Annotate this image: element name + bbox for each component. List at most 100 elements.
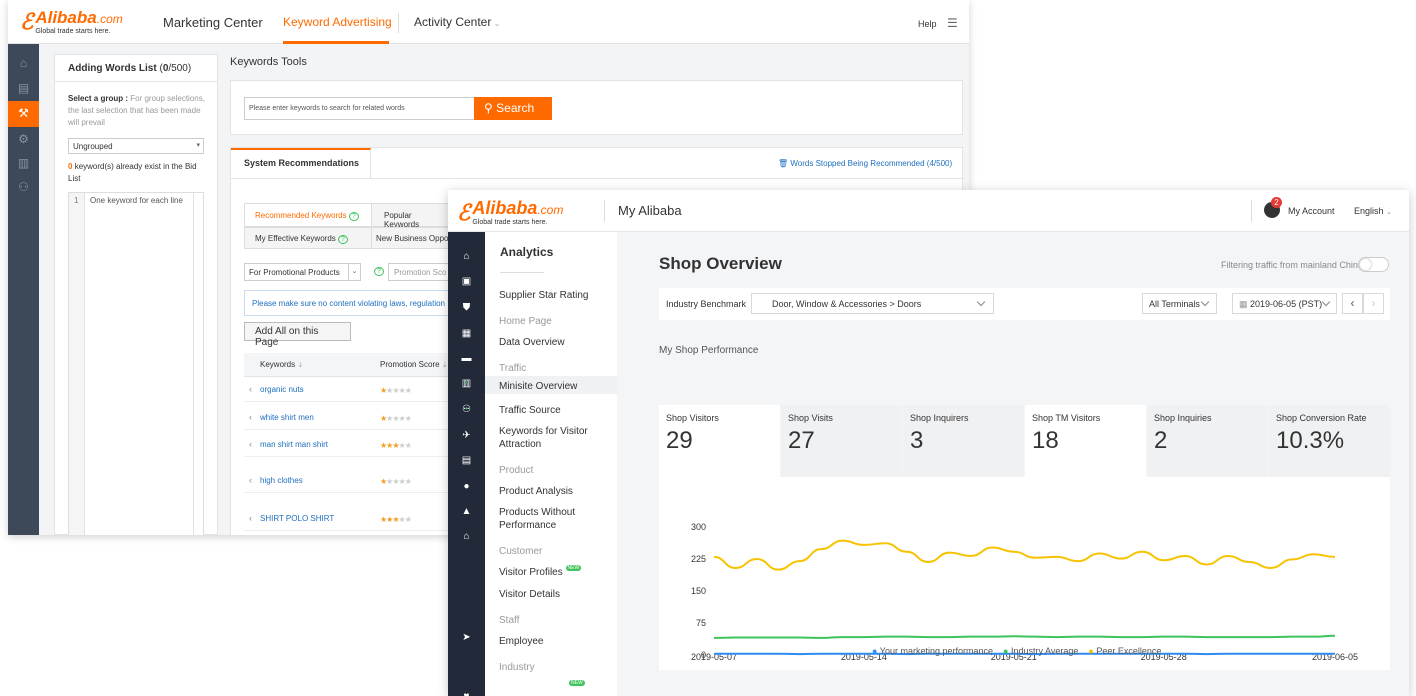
previous-date-button[interactable]: ‹ <box>1342 293 1363 314</box>
stopped-words-link[interactable]: 🗑 Words Stopped Being Recommended (4/500… <box>778 159 953 168</box>
subtab-popular[interactable]: Popular Keywords <box>371 203 461 229</box>
menu-visitor-profiles[interactable]: Visitor Profiles NEW <box>499 565 582 578</box>
nav-marketing-center[interactable]: Marketing Center <box>163 15 263 30</box>
users-icon[interactable]: ⚇ • <box>462 404 471 415</box>
menu-group-home: Home Page <box>499 316 552 327</box>
menu-visitor-details[interactable]: Visitor Details <box>499 589 560 600</box>
keyword-search-input[interactable]: Please enter keywords to search for rela… <box>244 97 475 120</box>
bank-icon[interactable]: ⌂ <box>463 531 470 542</box>
home-icon[interactable]: ⌂ <box>19 56 28 70</box>
select-group-hint: Select a group : For group selections, t… <box>68 94 205 127</box>
legend-label: Peer Excellence <box>1096 646 1162 656</box>
add-arrow-icon[interactable]: ‹ <box>249 384 252 394</box>
menu-minisite-overview[interactable]: Minisite Overview <box>499 381 578 392</box>
legend-label: Your marketing performance <box>879 646 994 656</box>
metric-card[interactable]: Shop Visits 27 <box>781 405 902 477</box>
industry-benchmark-select[interactable]: Door, Window & Accessories > Doors <box>751 293 994 314</box>
add-arrow-icon[interactable]: ‹ <box>249 513 252 523</box>
chevron-down-icon <box>1321 297 1331 307</box>
subtab-my-effective[interactable]: My Effective Keywords ? <box>244 227 372 249</box>
alibaba-logo[interactable]: ℰ Alibaba.com Global trade starts here. <box>457 198 564 226</box>
store-icon[interactable]: ▣ <box>461 276 472 287</box>
metric-card[interactable]: Shop TM Visitors 18 <box>1025 405 1146 477</box>
help-icon[interactable]: ? <box>374 267 384 276</box>
metric-card[interactable]: Shop Inquiries 2 <box>1147 405 1268 477</box>
my-alibaba-window: ℰ Alibaba.com Global trade starts here. … <box>448 190 1409 696</box>
subtab-recommended[interactable]: Recommended Keywords ? <box>244 203 372 227</box>
metric-card[interactable]: Shop Visitors 29 <box>659 405 780 477</box>
keyword-link[interactable]: man shirt man shirt <box>260 440 329 449</box>
gear-icon[interactable]: ⚙ <box>18 132 29 146</box>
adding-words-panel: Adding Words List (0/500) Select a group… <box>54 54 218 535</box>
home-icon[interactable]: ⌂ <box>463 251 470 262</box>
metric-card[interactable]: Shop Conversion Rate 10.3% <box>1269 405 1390 477</box>
keyword-link[interactable]: high clothes <box>260 476 303 485</box>
keyword-link[interactable]: white shirt men <box>260 413 314 422</box>
help-link[interactable]: Help <box>918 19 937 29</box>
filter-mainland-toggle[interactable] <box>1358 257 1389 272</box>
x-tick-label: 2019-06-05 <box>1312 652 1358 662</box>
avatar[interactable]: 2 <box>1264 197 1282 218</box>
metric-card[interactable]: Shop Inquirers 3 <box>903 405 1024 477</box>
analytics-icon[interactable]: ▥ • <box>461 378 472 389</box>
bar-chart-icon[interactable]: ▥ <box>17 156 30 170</box>
globe-icon[interactable]: ● <box>463 481 470 492</box>
message-icon[interactable]: ▬ <box>461 353 472 364</box>
keyword-link[interactable]: SHIRT POLO SHIRT <box>260 514 335 523</box>
alibaba-mark-icon: ℰ <box>20 9 34 34</box>
legend-item[interactable]: ● Peer Excellence <box>1088 646 1161 656</box>
send-icon[interactable]: ➤ <box>462 632 471 643</box>
search-icon: ⚲ <box>484 101 493 115</box>
shield-icon[interactable]: ⛊ <box>462 302 471 313</box>
alibaba-logo[interactable]: ℰ Alibaba.com Global trade starts here. <box>20 8 123 35</box>
legend-label: Industry Average <box>1010 646 1079 656</box>
my-account-link[interactable]: My Account <box>1288 206 1335 216</box>
menu-traffic-source[interactable]: Traffic Source <box>499 405 561 416</box>
metric-value: 10.3% <box>1276 427 1345 454</box>
tab-system-recommendations[interactable]: System Recommendations <box>244 158 360 168</box>
promotion-filter-select[interactable]: For Promotional Products ⌄ <box>244 263 361 281</box>
table-row: ‹ high clothes ★★★★★ <box>244 469 464 493</box>
help-icon: ? <box>348 212 359 221</box>
menu-employee[interactable]: Employee <box>499 636 544 647</box>
language-select[interactable]: English ⌄ <box>1354 206 1392 216</box>
user-icon[interactable]: ⚇ <box>18 180 29 194</box>
menu-products-without-performance[interactable]: Products Without Performance <box>499 507 576 531</box>
table-row: ‹ man shirt man shirt ★★★★★ <box>244 433 464 457</box>
col-promotion-score[interactable]: Promotion Score ⇣ <box>380 360 448 369</box>
promotion-stars: ★★★★★ <box>380 386 412 395</box>
y-tick-label: 0 <box>701 650 706 660</box>
wrench-icon[interactable]: ⚒ <box>18 106 29 120</box>
keyword-link[interactable]: organic nuts <box>260 385 304 394</box>
menu-product-analysis[interactable]: Product Analysis <box>499 486 573 497</box>
add-arrow-icon[interactable]: ‹ <box>249 439 252 449</box>
search-button[interactable]: ⚲ Search <box>474 97 552 120</box>
nav-keyword-advertising[interactable]: Keyword Advertising <box>283 15 392 29</box>
metric-label: Shop Inquiries <box>1154 413 1212 423</box>
keyword-textarea[interactable]: 1 One keyword for each line <box>68 192 204 535</box>
legend-item[interactable]: ● Your marketing performance <box>872 646 993 656</box>
legend-item[interactable]: ● Industry Average <box>1003 646 1078 656</box>
next-date-button[interactable]: › <box>1363 293 1384 314</box>
list-menu-icon[interactable]: ☰ <box>947 16 958 30</box>
menu-keywords-visitor[interactable]: Keywords for Visitor Attraction <box>499 426 588 450</box>
add-arrow-icon[interactable]: ‹ <box>249 412 252 422</box>
col-keywords[interactable]: Keywords ⇣ <box>260 360 304 369</box>
add-arrow-icon[interactable]: ‹ <box>249 475 252 485</box>
menu-supplier-star-rating[interactable]: Supplier Star Rating <box>499 290 589 301</box>
promotion-score-input[interactable]: Promotion Sco <box>388 263 458 281</box>
group-select[interactable]: Ungrouped ▾ <box>68 138 204 154</box>
heart-icon[interactable]: ♥ <box>448 691 485 696</box>
ship-icon[interactable]: ▲ <box>461 506 472 517</box>
menu-data-overview[interactable]: Data Overview <box>499 337 565 348</box>
add-all-button[interactable]: Add All on this Page <box>244 322 351 348</box>
terminals-select[interactable]: All Terminals <box>1142 293 1217 314</box>
plane-icon[interactable]: ✈ <box>462 430 471 441</box>
nav-activity-center[interactable]: Activity Center ⌄ <box>414 15 501 29</box>
y-tick-label: 150 <box>691 586 706 596</box>
date-picker[interactable]: ▦ 2019-06-05 (PST) <box>1232 293 1337 314</box>
clipboard-icon[interactable]: ▤ <box>461 455 472 466</box>
grid-icon[interactable]: ▦ <box>461 328 472 339</box>
textarea-placeholder: One keyword for each line <box>90 196 183 205</box>
document-icon[interactable]: ▤ <box>17 81 30 95</box>
